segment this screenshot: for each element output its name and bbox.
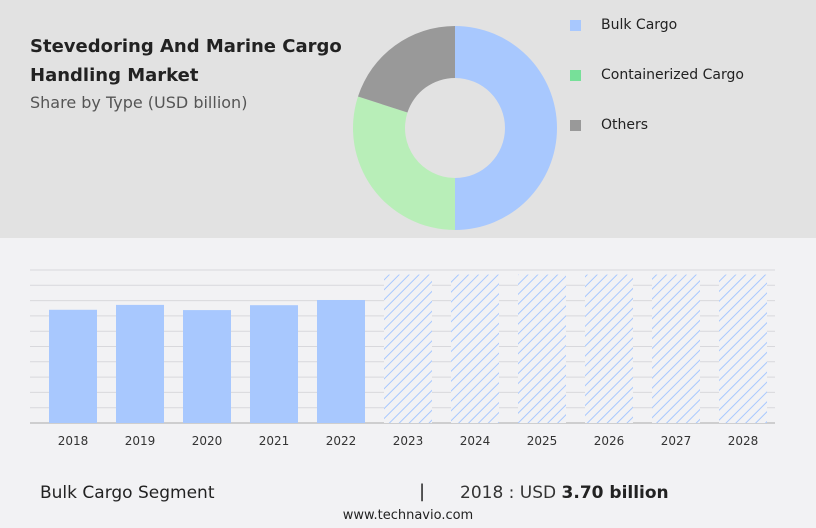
bar-2020[interactable] (183, 310, 231, 423)
donut-slice-containerized-cargo[interactable] (353, 96, 455, 230)
donut-chart (353, 26, 557, 230)
bar-2019[interactable] (116, 304, 164, 423)
legend-label: Containerized Cargo (601, 67, 744, 83)
forecast-bar-2027[interactable] (652, 274, 700, 423)
legend-item-bulk-cargo[interactable]: Bulk Cargo (570, 14, 677, 36)
bar-2022[interactable] (317, 299, 365, 423)
legend-item-others[interactable]: Others (570, 114, 648, 136)
year-label: 2018 : USD (460, 483, 557, 503)
forecast-bar-2028[interactable] (719, 274, 767, 423)
legend-item-containerized-cargo[interactable]: Containerized Cargo (570, 64, 744, 86)
donut-slice-others[interactable] (357, 26, 455, 113)
x-tick-label: 2027 (661, 434, 692, 448)
x-axis-labels: 2018 2019 2020 2021 2022 2023 2024 2025 2026 2027… (58, 434, 759, 448)
chart-subtitle: Share by Type (USD billion) (30, 93, 248, 112)
legend-swatch (570, 19, 581, 31)
x-tick-label: 2021 (259, 434, 290, 448)
x-tick-label: 2023 (393, 434, 424, 448)
forecast-bar-2023[interactable] (384, 274, 432, 423)
legend-label: Bulk Cargo (601, 17, 678, 33)
separator: | (419, 481, 426, 502)
forecast-bar-2026[interactable] (585, 274, 633, 423)
x-tick-label: 2022 (326, 434, 357, 448)
bar-2018[interactable] (49, 309, 97, 423)
forecast-bar-2024[interactable] (451, 274, 499, 423)
segment-label: Bulk Cargo Segment (40, 483, 215, 503)
x-tick-label: 2026 (594, 434, 625, 448)
legend-swatch (570, 69, 581, 81)
bar-2021[interactable] (250, 305, 298, 423)
segment-value: 2018 : USD 3.70 billion (460, 483, 669, 503)
site-url[interactable]: www.technavio.com (342, 508, 474, 523)
legend-swatch (570, 119, 581, 131)
x-tick-label: 2025 (527, 434, 558, 448)
x-tick-label: 2028 (728, 434, 759, 448)
x-tick-label: 2024 (460, 434, 491, 448)
x-tick-label: 2018 (58, 434, 89, 448)
donut-slice-bulk-cargo[interactable] (455, 26, 557, 230)
value-text: 3.70 billion (561, 483, 669, 503)
chart-title: Stevedoring And Marine Cargo Handling Ma… (30, 36, 342, 86)
legend-label: Others (601, 117, 649, 133)
x-tick-label: 2020 (192, 434, 223, 448)
bars (49, 274, 767, 423)
x-tick-label: 2019 (125, 434, 156, 448)
forecast-bar-2025[interactable] (518, 274, 566, 423)
